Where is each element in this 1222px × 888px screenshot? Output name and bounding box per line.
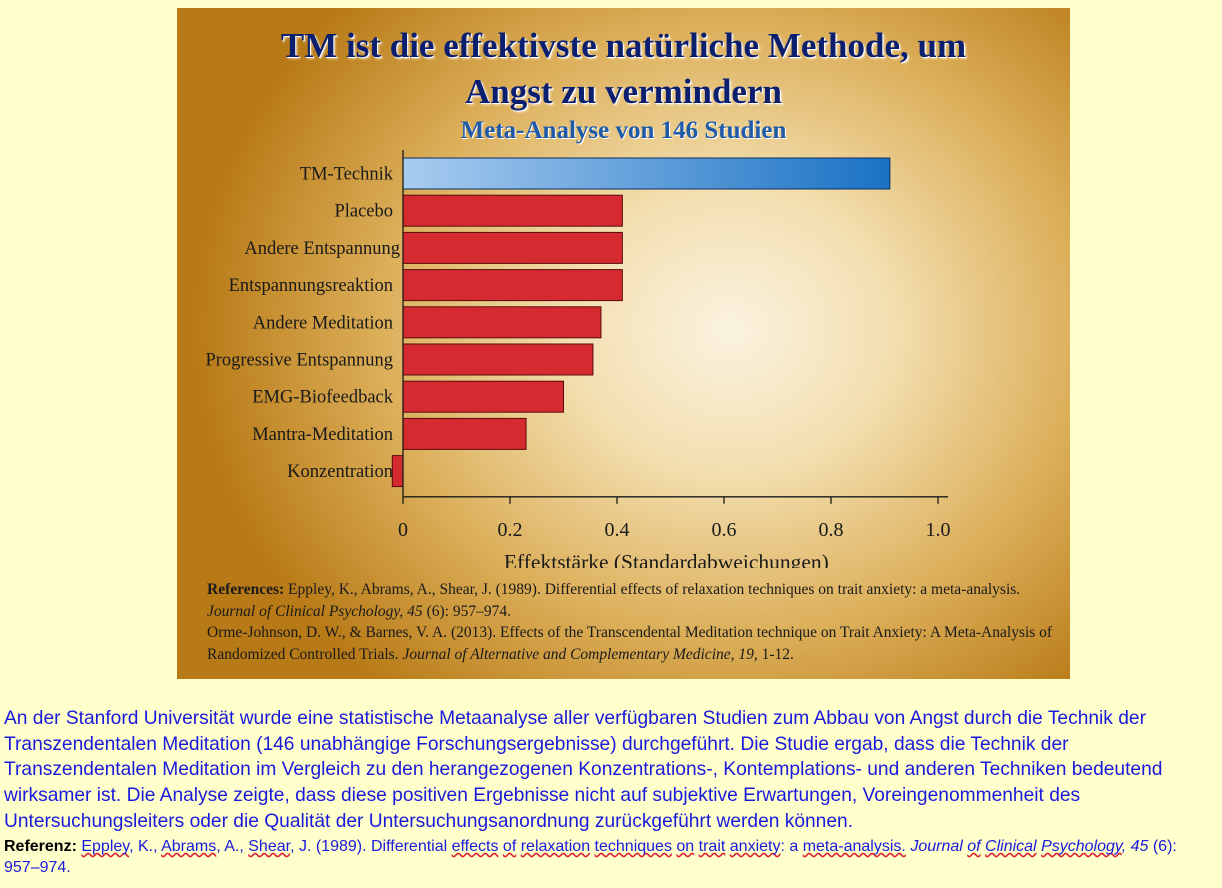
footer-word-effects: effects	[451, 838, 499, 855]
footer-text-mid: , J. (1989). Differential	[290, 838, 452, 855]
x-tick-label-2: 0.4	[605, 519, 630, 541]
footer-word-trait: trait	[698, 838, 726, 855]
bar-8	[391, 455, 404, 488]
footer-word-of: of	[502, 838, 517, 855]
footer-word-anxiety: anxiety	[729, 838, 781, 855]
bar-0	[402, 157, 891, 190]
category-label-8: Konzentration	[287, 462, 393, 482]
category-label-2: Andere Entspannung	[244, 239, 400, 259]
category-label-4: Andere Meditation	[253, 313, 393, 333]
footer-word-meta-analysis: meta-analysis.	[802, 838, 906, 855]
body-paragraph: An der Stanford Universität wurde eine s…	[4, 708, 1163, 832]
reference-2-sep: ,	[730, 645, 739, 663]
x-tick-label-3: 0.6	[712, 519, 737, 541]
reference-2-tail: , 1-12.	[753, 645, 794, 663]
chart-figure: TM ist die effektivste natürliche Method…	[177, 8, 1070, 679]
reference-1-journal: Journal of Clinical Psychology, 45	[207, 602, 423, 620]
bar-4	[402, 306, 602, 339]
footer-journal-clinical: Clinical	[985, 838, 1037, 855]
footer-word-relaxation: relaxation	[520, 838, 591, 855]
footer-word-techniques: techniques	[594, 838, 672, 855]
category-label-7: Mantra-Meditation	[252, 425, 393, 445]
footer-journal-of: of	[967, 838, 981, 855]
chart-subtitle: Meta-Analyse von 146 Studien	[460, 117, 787, 144]
category-label-6: EMG-Biofeedback	[252, 388, 394, 408]
footer-author-1: Eppley	[81, 838, 130, 855]
footer-reference-label: Referenz:	[4, 838, 77, 855]
bar-6	[402, 380, 564, 413]
chart-references: References: Eppley, K., Abrams, A., Shea…	[207, 579, 1057, 665]
footer-reference: Referenz: Eppley, K., Abrams, A., Shear,…	[4, 836, 1204, 878]
x-tick-label-4: 0.8	[819, 519, 844, 541]
bar-2	[402, 231, 623, 264]
x-axis-label: Effektstärke (Standardabweichungen)	[504, 550, 829, 568]
bar-5	[402, 343, 594, 376]
footer-tail: (6): 957–974.	[4, 838, 1177, 876]
footer-author-3: Shear	[248, 838, 291, 855]
references-label: References:	[207, 581, 285, 598]
reference-2-volume: 19	[738, 645, 754, 663]
footer-journal-c: , 45	[1121, 838, 1149, 855]
category-label-3: Entspannungsreaktion	[229, 276, 393, 296]
x-tick-label-5: 1.0	[926, 519, 951, 541]
x-tick-label-0: 0	[398, 519, 408, 541]
chart-title-line-1: TM ist die effektivste natürliche Method…	[280, 26, 967, 65]
footer-word-on: on	[676, 838, 695, 855]
category-label-5: Progressive Entspannung	[205, 351, 393, 371]
reference-2-text: Orme-Johnson, D. W., & Barnes, V. A. (20…	[207, 624, 1053, 663]
footer-journal-a: Journal	[910, 838, 968, 855]
reference-1-text: Eppley, K., Abrams, A., Shear, J. (1989)…	[284, 581, 1021, 598]
category-label-0: TM-Technik	[300, 165, 394, 185]
x-tick-label-1: 0.2	[498, 519, 523, 541]
footer-sep-2: , A.,	[216, 838, 249, 855]
bar-1	[402, 194, 623, 227]
footer-sep-1: , K.,	[129, 838, 162, 855]
category-label-1: Placebo	[334, 202, 393, 222]
footer-text-a: : a	[780, 838, 803, 855]
chart-title-line-2: Angst zu vermindern	[465, 72, 782, 111]
reference-1-tail: (6): 957–974.	[422, 602, 511, 620]
bar-7	[402, 417, 527, 450]
reference-2-journal: Journal of Alternative and Complementary…	[402, 645, 731, 663]
bar-3	[402, 269, 623, 302]
footer-author-2: Abrams	[161, 838, 217, 855]
bar-chart: TM-Technik Placebo Andere Entspannung Entsp…	[205, 150, 951, 568]
footer-journal-psychology: Psychology	[1041, 838, 1122, 855]
